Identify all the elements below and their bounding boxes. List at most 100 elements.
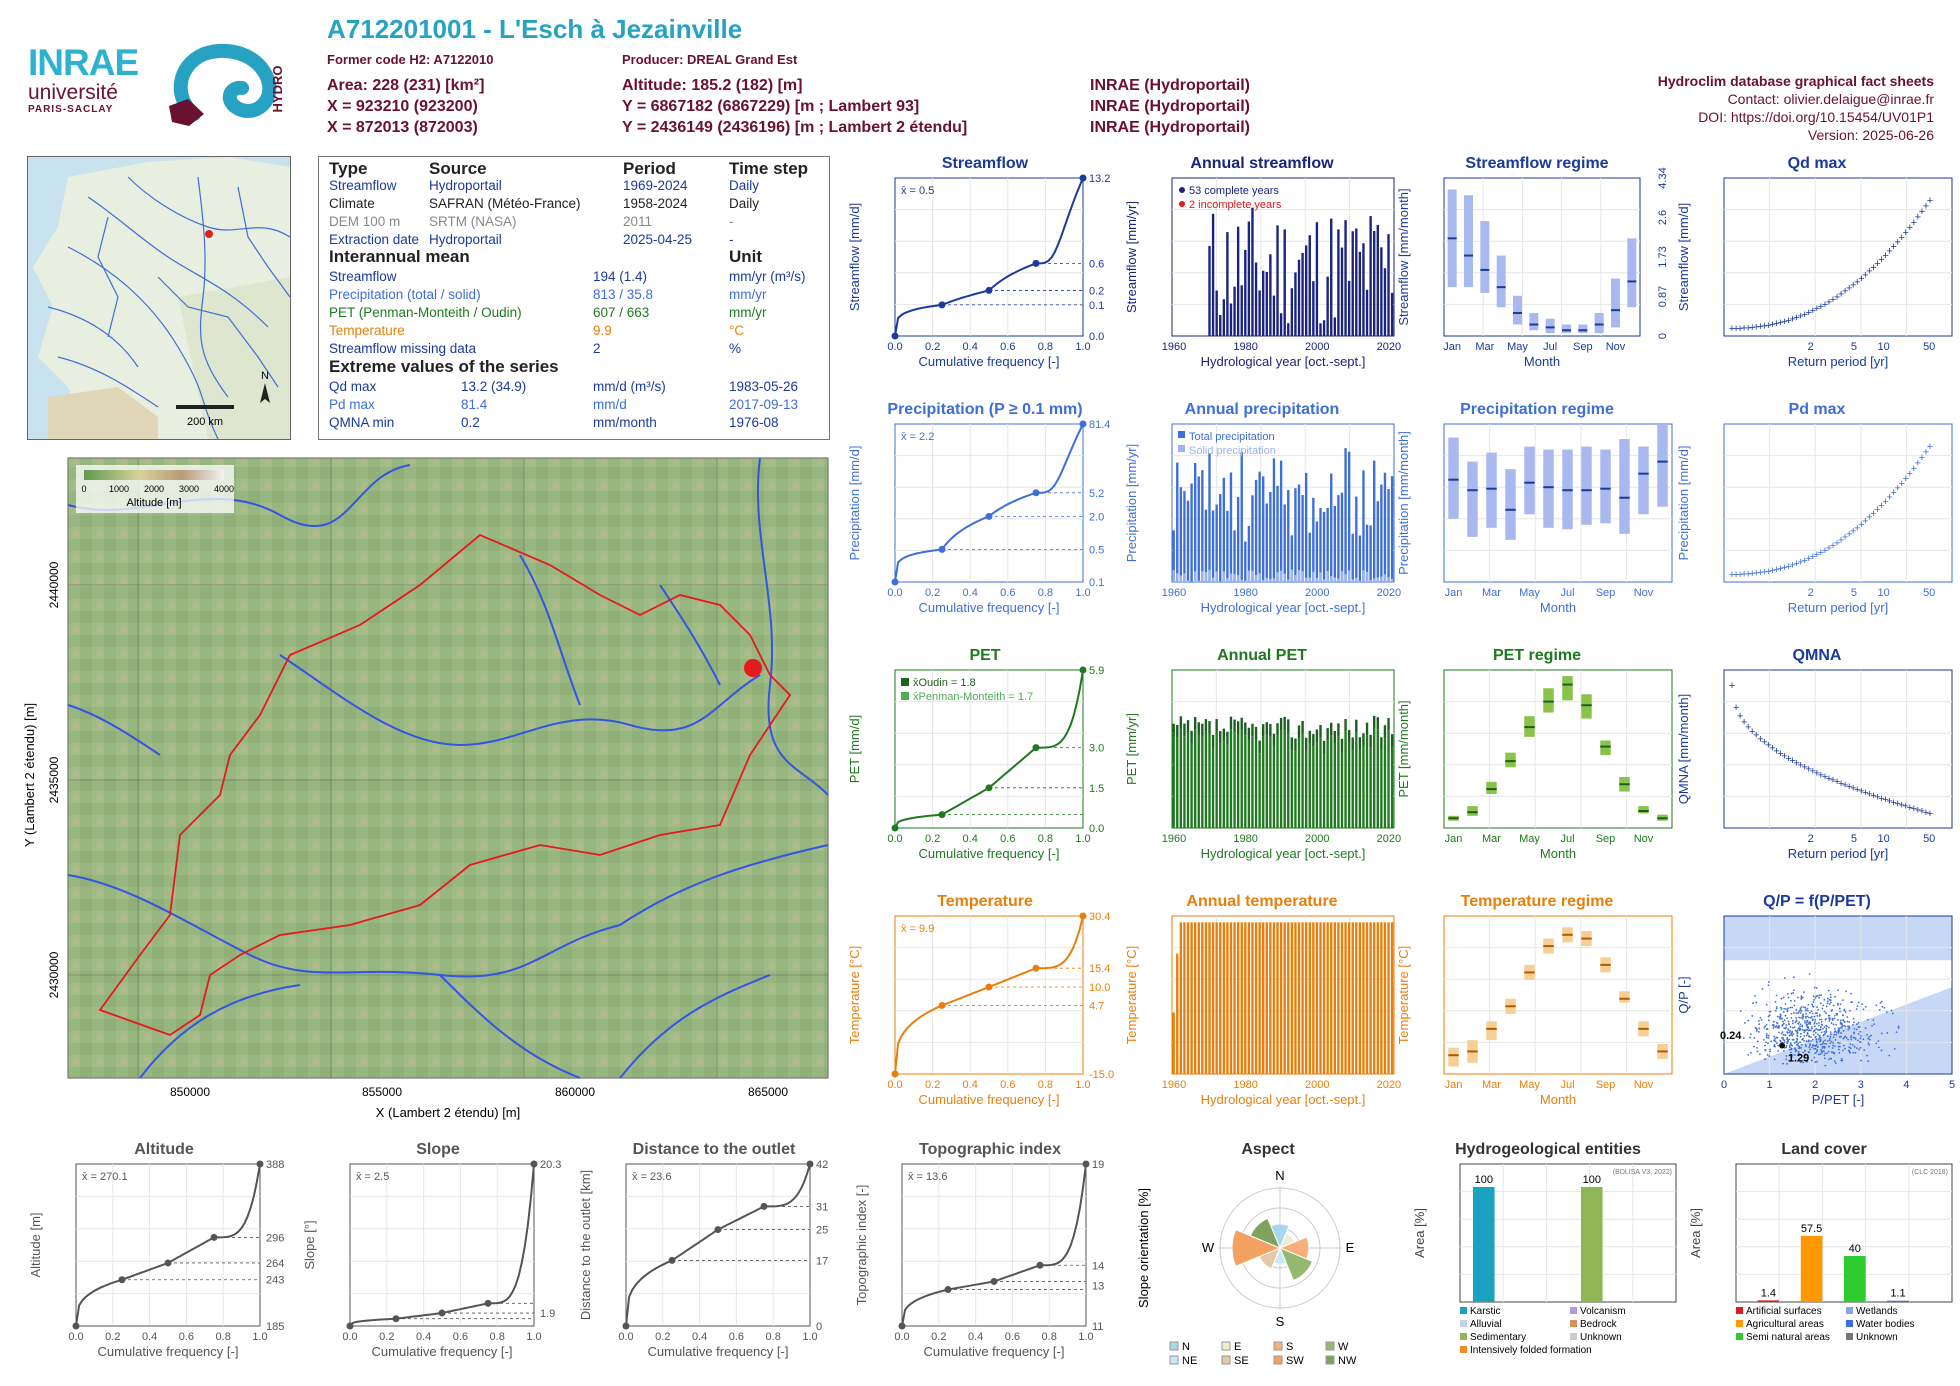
cdf-point <box>985 784 993 792</box>
qp-point <box>1788 1046 1791 1049</box>
qp-point <box>1804 1015 1807 1018</box>
annual-bar <box>1226 232 1229 336</box>
bar-label: 1.4 <box>1761 1287 1776 1299</box>
annual-bar <box>1380 247 1383 336</box>
x-tick: 0.8 <box>1038 833 1053 845</box>
qp-point <box>1774 1037 1777 1040</box>
qp-point <box>1825 1029 1828 1032</box>
annual-bar <box>1297 922 1301 1074</box>
hydro-logo: HYDRO <box>169 44 285 126</box>
extreme-point: + <box>1923 807 1929 819</box>
annual-bar <box>1387 730 1390 828</box>
extreme-point: + <box>1761 567 1767 579</box>
annual-bar <box>1208 733 1211 828</box>
qp-point <box>1880 1049 1883 1052</box>
qp-point <box>1777 1050 1780 1052</box>
extreme-point: + <box>1923 447 1929 459</box>
qp-point <box>1802 1013 1805 1016</box>
qp-point <box>1812 1033 1815 1036</box>
info-period: 2011 <box>623 214 653 229</box>
qp-point <box>1813 1025 1816 1028</box>
annual-bar-2 <box>1358 737 1362 750</box>
qp-point <box>1799 1023 1802 1026</box>
annual-bar <box>1362 922 1365 1074</box>
category-bar <box>1844 1256 1866 1302</box>
qp-point <box>1792 989 1795 992</box>
x-tick: 2020 <box>1377 833 1401 845</box>
qp-point <box>1797 1042 1800 1045</box>
solid-bar <box>1276 572 1279 582</box>
qp-point <box>1838 1042 1841 1045</box>
right-tick: 11 <box>1092 1321 1103 1333</box>
contact[interactable]: Contact: olivier.delaigue@inrae.fr <box>1727 91 1934 107</box>
qp-point <box>1875 1042 1878 1045</box>
annual-bar <box>1272 458 1276 582</box>
regime-box <box>1578 324 1588 334</box>
annual-bar-2 <box>1183 723 1186 737</box>
cdf-point <box>898 1322 906 1330</box>
note: (CLC 2018) <box>1912 1169 1948 1176</box>
solid-bar <box>1301 571 1304 582</box>
regime-box <box>1619 991 1630 1003</box>
chart-title: Precipitation (P ≥ 0.1 mm) <box>887 401 1082 418</box>
extreme-point: + <box>1842 286 1848 298</box>
qp-point <box>1814 1018 1817 1021</box>
qp-point <box>1859 1041 1861 1043</box>
annual-bar <box>1315 222 1319 336</box>
qp-point <box>1810 1029 1812 1032</box>
extreme-point: + <box>1915 804 1921 816</box>
annual-bar <box>1183 736 1186 828</box>
extreme-point: + <box>1919 206 1925 218</box>
annual-bar <box>1330 473 1333 582</box>
extreme-point: + <box>1822 771 1828 783</box>
aspect-sector <box>1231 1228 1282 1268</box>
annual-bar-2 <box>1251 723 1254 737</box>
qp-point <box>1788 1034 1791 1037</box>
extreme-point: + <box>1753 568 1759 580</box>
qp-point <box>1827 1035 1829 1038</box>
x-tick: 1.0 <box>802 1331 817 1343</box>
qp-point <box>1786 1042 1789 1045</box>
qp-point <box>1840 1032 1842 1034</box>
annual-bar <box>1315 742 1319 828</box>
annual-bar <box>1258 753 1261 828</box>
info-type: Extraction date <box>329 232 420 247</box>
solid-bar <box>1251 570 1254 582</box>
cdf-point <box>990 1277 998 1285</box>
annual-bar <box>1190 483 1193 582</box>
solid-bar <box>1262 580 1265 582</box>
extreme-point: + <box>1862 515 1868 527</box>
svg-text:200 km: 200 km <box>187 416 223 428</box>
qp-point <box>1897 1026 1900 1029</box>
extreme-point: + <box>1890 241 1896 253</box>
right-tick: 0 <box>816 1321 822 1333</box>
x-tick: 0.8 <box>1042 1331 1057 1343</box>
db-title: Hydroclim database graphical fact sheets <box>1657 73 1934 89</box>
solid-bar <box>1279 570 1283 582</box>
qp-point <box>1830 1010 1833 1012</box>
x-tick: 0.6 <box>1000 833 1015 845</box>
y-lambert2: Y = 2436149 (2436196) [m ; Lambert 2 éte… <box>622 119 968 136</box>
x-tick: 1980 <box>1233 1079 1257 1091</box>
doi[interactable]: DOI: https://doi.org/10.15454/UV01P1 <box>1698 109 1934 125</box>
annual-bar <box>1265 503 1268 582</box>
right-tick: 0.87 <box>1657 286 1669 307</box>
extreme-point: + <box>1911 217 1917 229</box>
annual-bar-2 <box>1380 737 1383 750</box>
qp-point <box>1832 1004 1835 1007</box>
right-tick: 2.0 <box>1089 511 1104 523</box>
qp-point <box>1782 1022 1785 1025</box>
legend-entry: Sedimentary <box>1470 1332 1526 1343</box>
right-tick: 3.0 <box>1089 743 1104 755</box>
qp-point <box>1807 1003 1810 1006</box>
chart-ylabel: Streamflow [mm/yr] <box>1124 201 1139 313</box>
info-type: DEM 100 m <box>329 214 401 229</box>
cdf-point <box>346 1322 354 1330</box>
cdf-point <box>72 1322 80 1330</box>
x-tick: 0.4 <box>963 587 978 599</box>
annual-bar <box>1222 477 1226 582</box>
annual-bar <box>1376 501 1379 582</box>
